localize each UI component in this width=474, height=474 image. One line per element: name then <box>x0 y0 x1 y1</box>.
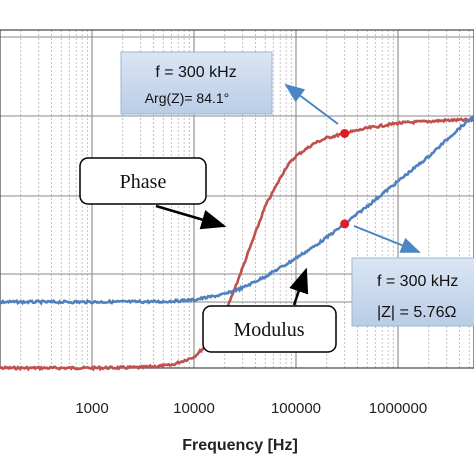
modulus-label: Modulus <box>202 267 337 353</box>
modulus-callout-arrow <box>353 225 421 253</box>
phase-callout-arrow <box>284 83 339 125</box>
x-axis-label: Frequency [Hz] <box>182 437 298 454</box>
modulus-callout-line1: f = 300 kHz <box>377 273 458 290</box>
phase-callout-box <box>120 51 273 115</box>
phase-label-arrow <box>155 204 227 230</box>
plot-frame <box>0 29 474 369</box>
phase-label: Phase <box>79 157 227 230</box>
phase-label-box <box>79 157 207 205</box>
x-tick-label: 1000 <box>75 400 108 417</box>
marker-layer <box>340 128 350 229</box>
series-line-modulus <box>0 114 474 306</box>
phase-callout-line1: f = 300 kHz <box>155 64 236 81</box>
modulus-label-text: Modulus <box>233 319 304 341</box>
x-tick-label: 1000000 <box>369 400 427 417</box>
modulus-callout-line2: |Z| = 5.76Ω <box>377 304 456 321</box>
x-tick-label: 100000 <box>271 400 321 417</box>
modulus-callout: f = 300 kHz |Z| = 5.76Ω <box>351 225 474 327</box>
modulus-callout-box <box>351 257 474 327</box>
x-tick-labels: 10001000010000010000001 <box>75 400 427 417</box>
phase-callout-line2: Arg(Z)= 84.1° <box>145 90 230 106</box>
modulus-label-arrow <box>289 267 309 306</box>
phase-label-text: Phase <box>120 171 167 193</box>
data-marker-modulus <box>340 219 350 229</box>
series-layer <box>0 114 474 372</box>
x-tick-label: 10000 <box>173 400 215 417</box>
data-marker-phase <box>340 128 350 138</box>
modulus-label-box <box>202 305 337 353</box>
phase-callout: f = 300 kHz Arg(Z)= 84.1° <box>120 51 339 125</box>
